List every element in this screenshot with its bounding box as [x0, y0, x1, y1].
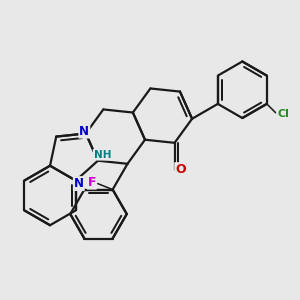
Text: O: O [175, 163, 186, 176]
Text: F: F [88, 176, 96, 189]
Text: Cl: Cl [277, 109, 289, 119]
Text: N: N [74, 177, 84, 190]
Text: NH: NH [94, 150, 111, 160]
Text: N: N [79, 124, 89, 138]
